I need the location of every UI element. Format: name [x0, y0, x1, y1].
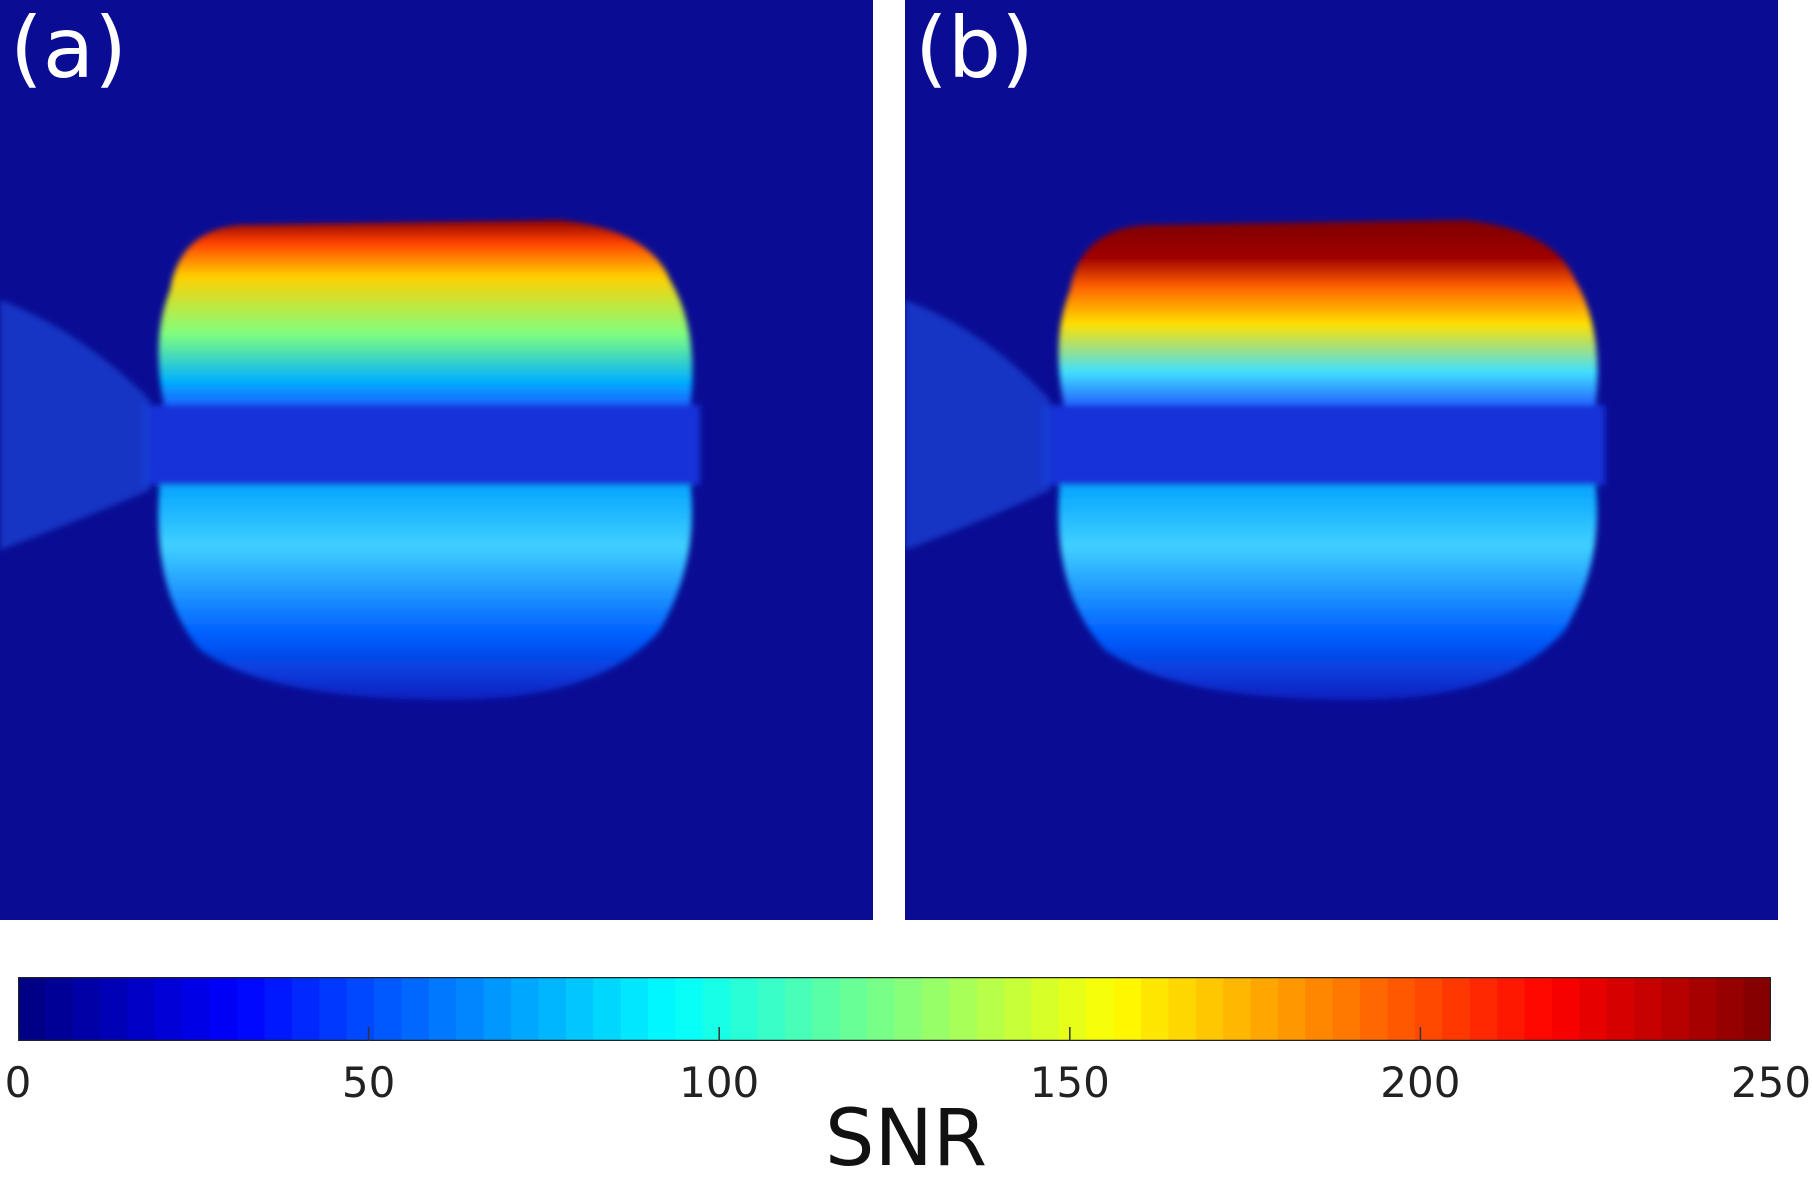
colorbar-band [1414, 977, 1443, 1041]
colorbar-band [264, 977, 293, 1041]
colorbar-tick-label: 50 [341, 1058, 396, 1107]
colorbar-band [867, 977, 896, 1041]
colorbar-band [1305, 977, 1334, 1041]
colorbar-tick-label: 0 [4, 1058, 32, 1107]
colorbar-band [1661, 977, 1690, 1041]
colorbar-band [647, 977, 676, 1041]
colorbar-band [1031, 977, 1060, 1041]
colorbar-band [1086, 977, 1115, 1041]
colorbar-band [730, 977, 759, 1041]
colorbar-band [1250, 977, 1279, 1041]
colorbar-band [100, 977, 129, 1041]
colorbar-band [511, 977, 540, 1041]
colorbar-band [127, 977, 156, 1041]
colorbar-band [182, 977, 211, 1041]
colorbar-tick-label: 150 [1029, 1058, 1110, 1107]
colorbar-band [209, 977, 238, 1041]
colorbar-band [757, 977, 786, 1041]
colorbar-band [1551, 977, 1580, 1041]
snr-map-image-a [0, 220, 700, 700]
panel-label-a: (a) [10, 0, 128, 97]
colorbar-band [839, 977, 868, 1041]
colorbar-band [675, 977, 704, 1041]
colorbar-band [237, 977, 266, 1041]
colorbar-band [154, 977, 183, 1041]
colorbar-band [565, 977, 594, 1041]
snr-map-panel-a: (a) [0, 0, 873, 920]
colorbar-band [1360, 977, 1389, 1041]
colorbar-band [1606, 977, 1635, 1041]
colorbar-band [18, 977, 46, 1041]
colorbar-band [1141, 977, 1170, 1041]
colorbar-band [1688, 977, 1717, 1041]
colorbar-band [620, 977, 649, 1041]
colorbar-band [1634, 977, 1663, 1041]
colorbar-band [812, 977, 841, 1041]
colorbar-band [1743, 977, 1772, 1041]
snr-map-panel-b: (b) [905, 0, 1778, 920]
colorbar-band [428, 977, 457, 1041]
snr-colorbar [17, 976, 1772, 1042]
colorbar-band [976, 977, 1005, 1041]
colorbar-band [374, 977, 403, 1041]
colorbar-band [1716, 977, 1745, 1041]
colorbar-band [894, 977, 923, 1041]
colorbar-band [401, 977, 430, 1041]
colorbar-band [1223, 977, 1252, 1041]
colorbar-band [1579, 977, 1608, 1041]
colorbar-band [949, 977, 978, 1041]
colorbar-band [1387, 977, 1416, 1041]
colorbar-band [1497, 977, 1526, 1041]
colorbar-band [1113, 977, 1142, 1041]
colorbar-band [702, 977, 731, 1041]
colorbar-band [1277, 977, 1306, 1041]
colorbar-band [1332, 977, 1361, 1041]
colorbar-band [784, 977, 813, 1041]
colorbar-band [456, 977, 485, 1041]
colorbar-tick-label: 100 [679, 1058, 760, 1107]
colorbar-band [921, 977, 950, 1041]
colorbar-band [483, 977, 512, 1041]
colorbar-band [593, 977, 622, 1041]
colorbar-band [1195, 977, 1224, 1041]
colorbar-band [1168, 977, 1197, 1041]
colorbar-band [1058, 977, 1087, 1041]
colorbar-tick-label: 200 [1380, 1058, 1461, 1107]
colorbar-gradient [17, 976, 1772, 1042]
colorbar-band [319, 977, 348, 1041]
colorbar-band [45, 977, 74, 1041]
panel-label-b: (b) [915, 0, 1034, 97]
colorbar-band [1469, 977, 1498, 1041]
colorbar-border [17, 976, 1772, 1042]
colorbar-band [72, 977, 101, 1041]
colorbar-band [1524, 977, 1553, 1041]
snr-map-image-b [905, 220, 1605, 700]
colorbar-tick-label: 250 [1730, 1058, 1812, 1107]
colorbar-band [346, 977, 375, 1041]
colorbar-band [538, 977, 567, 1041]
colorbar-title: SNR [824, 1094, 988, 1184]
colorbar-band [291, 977, 320, 1041]
colorbar-band [1442, 977, 1471, 1041]
colorbar-band [1004, 977, 1033, 1041]
